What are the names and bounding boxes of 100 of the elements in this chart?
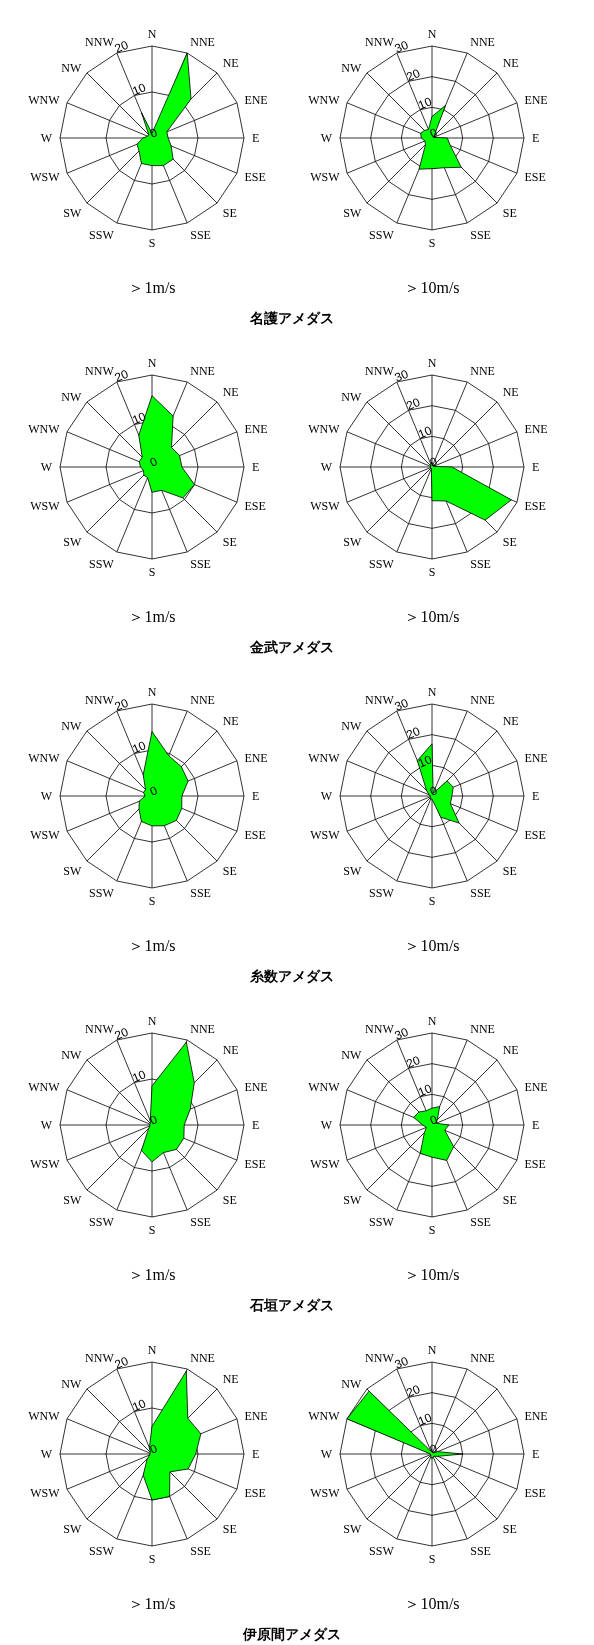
- spoke-label: SSE: [190, 1214, 211, 1229]
- spoke-label: ENE: [244, 92, 268, 107]
- spoke-label: ENE: [524, 92, 548, 107]
- spoke-label: SW: [63, 206, 82, 221]
- spoke-label: NW: [61, 1376, 82, 1391]
- spoke-label: ENE: [524, 421, 548, 436]
- text: 石垣アメダス: [249, 1297, 335, 1315]
- y-tick-label: 20: [404, 723, 423, 743]
- spoke-label: SW: [343, 864, 362, 879]
- spoke-label: E: [532, 789, 540, 804]
- spoke-label: ENE: [244, 1079, 268, 1094]
- spoke-label: N: [427, 685, 437, 699]
- y-tick-label: 10: [416, 1081, 435, 1100]
- y-tick-label: 10: [130, 80, 149, 99]
- y-tick-label: 10: [416, 1410, 435, 1429]
- spoke-label: NE: [502, 1043, 519, 1058]
- spoke-label: NNW: [85, 692, 115, 707]
- spoke-label: NW: [341, 389, 362, 404]
- y-tick-label: 20: [404, 1052, 423, 1072]
- spoke-label: E: [252, 1118, 260, 1133]
- spoke-label: E: [252, 1447, 260, 1462]
- spoke-label: SW: [343, 1193, 362, 1208]
- y-tick-label: 0: [427, 1112, 440, 1128]
- text: 伊原間アメダス: [242, 1626, 342, 1644]
- y-tick-label: 0: [427, 1441, 440, 1457]
- y-tick-label: 10: [130, 738, 149, 757]
- spoke-label: SSE: [470, 227, 491, 242]
- spoke-label: SSW: [369, 556, 395, 571]
- spoke-label: S: [428, 235, 436, 250]
- spoke-label: NW: [61, 718, 82, 733]
- spoke-label: ENE: [244, 750, 268, 765]
- y-tick-label: 0: [147, 1441, 160, 1457]
- spoke-label: N: [427, 356, 437, 370]
- text: ＞10m/s: [403, 1594, 461, 1614]
- spoke-label: ENE: [524, 1079, 548, 1094]
- spoke-label: E: [252, 789, 260, 804]
- text: ＞1m/s: [127, 936, 177, 956]
- y-tick-label: 10: [416, 423, 435, 442]
- text: ＞10m/s: [403, 1265, 461, 1285]
- spoke-label: NNW: [365, 34, 395, 49]
- spoke-label: W: [40, 1118, 53, 1133]
- spoke-label: WSW: [310, 498, 341, 513]
- y-tick-label: 10: [130, 1067, 149, 1086]
- spoke-label: NW: [61, 389, 82, 404]
- spoke-label: W: [320, 1118, 333, 1133]
- spoke-label: W: [320, 460, 333, 475]
- spoke-label: WNW: [28, 1079, 61, 1094]
- spoke-label: NNW: [365, 1350, 395, 1365]
- spoke-label: NW: [341, 1047, 362, 1062]
- spoke-label: SSE: [190, 556, 211, 571]
- text: ＞10m/s: [403, 278, 461, 298]
- spoke-label: NNE: [470, 1021, 495, 1036]
- spoke-label: ENE: [524, 750, 548, 765]
- spoke-label: NNE: [470, 692, 495, 707]
- y-tick-label: 10: [130, 409, 149, 428]
- spoke-label: NNE: [470, 363, 495, 378]
- y-tick-label: 0: [427, 783, 440, 799]
- spoke-label: NNW: [365, 363, 395, 378]
- spoke-label: SE: [222, 535, 237, 550]
- spoke-label: SE: [222, 1193, 237, 1208]
- spoke-label: NE: [222, 714, 239, 729]
- y-tick-label: 0: [147, 454, 160, 470]
- spoke-label: W: [40, 460, 53, 475]
- spoke-label: WNW: [28, 421, 61, 436]
- text: ＞10m/s: [403, 607, 461, 627]
- spoke-label: NNW: [85, 1021, 115, 1036]
- spoke-label: WNW: [28, 750, 61, 765]
- text: 糸数アメダス: [249, 968, 335, 986]
- y-tick-label: 10: [416, 752, 435, 771]
- y-tick-label: 0: [147, 1112, 160, 1128]
- spoke-label: WSW: [30, 1485, 61, 1500]
- spoke-label: ESE: [524, 1485, 546, 1500]
- spoke-label: ESE: [244, 1156, 266, 1171]
- spoke-label: SW: [343, 535, 362, 550]
- spoke-label: N: [147, 27, 157, 41]
- spoke-label: SW: [343, 1522, 362, 1537]
- spoke-label: S: [148, 564, 156, 579]
- spoke-label: NE: [502, 714, 519, 729]
- spoke-label: NNE: [190, 1350, 215, 1365]
- text: ＞1m/s: [127, 1594, 177, 1614]
- spoke-label: SSE: [470, 1543, 491, 1558]
- spoke-label: NNW: [365, 692, 395, 707]
- spoke-label: SSE: [470, 885, 491, 900]
- spoke-label: SW: [63, 1193, 82, 1208]
- spoke-label: NNE: [190, 692, 215, 707]
- spoke-label: ESE: [524, 827, 546, 842]
- spoke-label: NNW: [85, 1350, 115, 1365]
- spoke-label: SE: [222, 1522, 237, 1537]
- spoke-label: S: [428, 1551, 436, 1566]
- spoke-label: N: [147, 1343, 157, 1357]
- spoke-label: ESE: [524, 1156, 546, 1171]
- spoke-label: SE: [502, 535, 517, 550]
- spoke-label: WSW: [30, 169, 61, 184]
- spoke-label: ESE: [244, 1485, 266, 1500]
- spoke-label: N: [427, 27, 437, 41]
- spoke-label: SSW: [89, 1214, 115, 1229]
- spoke-label: N: [147, 1014, 157, 1028]
- spoke-label: NW: [61, 60, 82, 75]
- spoke-label: NNW: [85, 34, 115, 49]
- y-tick-label: 0: [147, 783, 160, 799]
